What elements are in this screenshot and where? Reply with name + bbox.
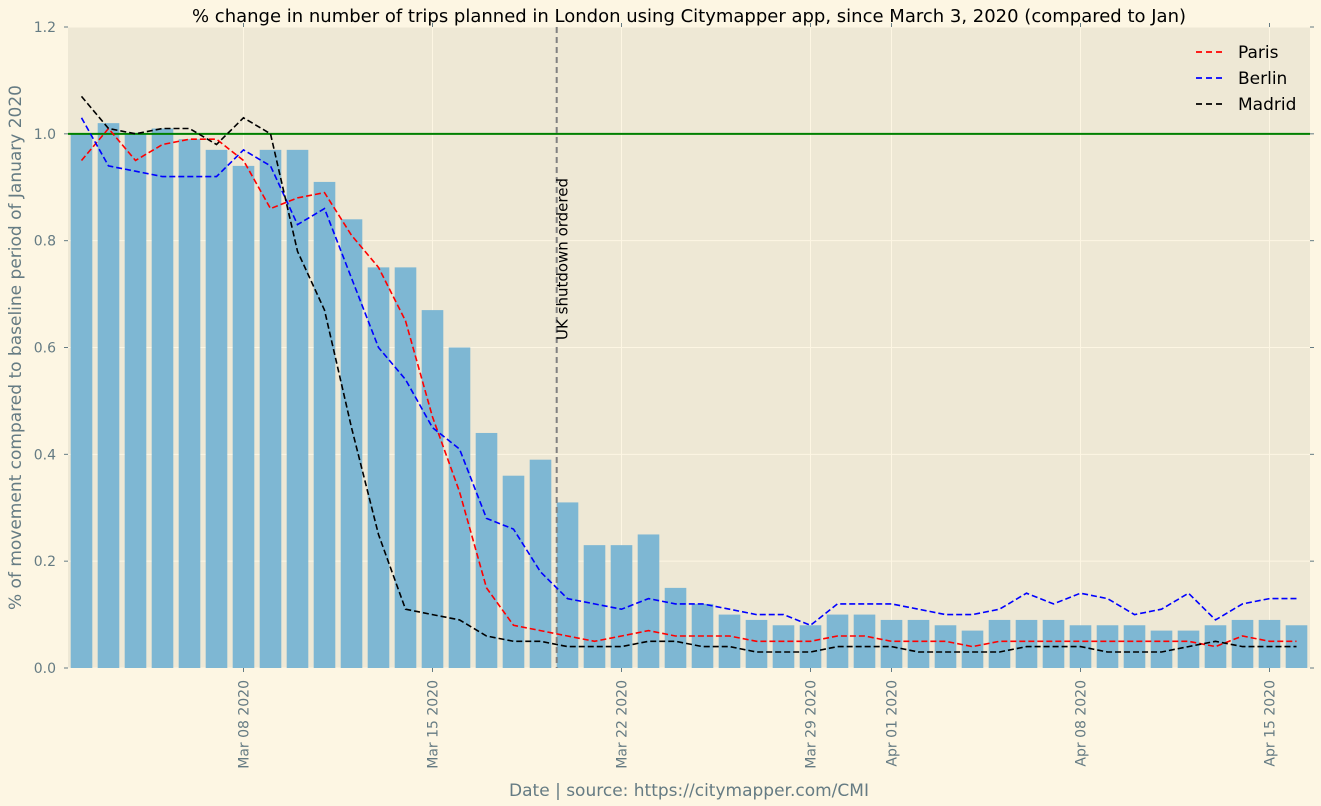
- bar: [394, 267, 417, 668]
- bar: [205, 149, 228, 668]
- bar: [475, 432, 498, 668]
- legend-label: Paris: [1238, 43, 1279, 63]
- bar: [907, 619, 930, 668]
- y-axis-label: % of movement compared to baseline perio…: [6, 85, 26, 610]
- y-tick-label: 0.2: [34, 554, 56, 570]
- bar: [1123, 625, 1146, 668]
- shutdown-annotation: UK shutdown ordered: [554, 178, 572, 340]
- x-tick-label: Apr 15 2020: [1263, 680, 1279, 767]
- series-line-berlin: [80, 117, 1297, 627]
- bar: [853, 614, 876, 668]
- london-bars: [70, 123, 1308, 669]
- bar: [826, 614, 849, 668]
- bar: [1204, 625, 1227, 668]
- x-tick-label: Mar 15 2020: [426, 680, 442, 769]
- bar: [124, 133, 147, 669]
- legend: Paris Berlin Madrid: [1196, 43, 1296, 115]
- bar: [97, 123, 120, 668]
- y-tick-label: 1.0: [34, 127, 56, 143]
- bar: [988, 619, 1011, 668]
- bar: [232, 165, 255, 668]
- bar: [367, 267, 390, 668]
- bar: [610, 545, 633, 668]
- bar: [745, 619, 768, 668]
- series-line-paris: [80, 127, 1297, 648]
- bar: [934, 625, 957, 668]
- bar: [340, 219, 363, 669]
- y-axis-ticks: 0.0 0.2 0.4 0.6 0.8 1.0 1.2: [34, 20, 1314, 677]
- bar: [556, 502, 579, 668]
- bar: [1231, 619, 1254, 668]
- x-axis-label: Date | source: https://citymapper.com/CM…: [509, 781, 869, 801]
- bar: [529, 459, 552, 668]
- bar: [178, 139, 201, 669]
- x-tick-label: Mar 08 2020: [237, 680, 253, 769]
- bar: [1096, 625, 1119, 668]
- chart-title: % change in number of trips planned in L…: [192, 6, 1186, 27]
- x-tick-label: Apr 01 2020: [885, 680, 901, 767]
- bar: [313, 181, 336, 669]
- x-tick-label: Apr 08 2020: [1074, 680, 1090, 767]
- bar: [1042, 619, 1065, 668]
- y-tick-label: 0.4: [34, 447, 56, 463]
- bar: [961, 630, 984, 668]
- x-axis-ticks: Mar 08 2020 Mar 15 2020 Mar 22 2020 Mar 29 …: [237, 23, 1279, 769]
- bar: [1258, 619, 1281, 668]
- series-line-madrid: [80, 95, 1297, 653]
- bar: [151, 128, 174, 668]
- y-tick-label: 0.8: [34, 234, 56, 250]
- bar: [259, 149, 282, 668]
- bar: [70, 133, 93, 669]
- bar: [772, 625, 795, 668]
- bar: [718, 614, 741, 668]
- y-tick-label: 1.2: [34, 20, 56, 36]
- shutdown-marker: UK shutdown ordered: [554, 27, 572, 668]
- bar: [1177, 630, 1200, 668]
- legend-label: Berlin: [1238, 69, 1287, 89]
- x-tick-label: Mar 22 2020: [615, 680, 631, 769]
- bar: [799, 625, 822, 668]
- bar: [583, 545, 606, 668]
- legend-label: Madrid: [1238, 95, 1296, 115]
- bar: [664, 587, 687, 668]
- bar: [637, 534, 660, 668]
- bar: [1150, 630, 1173, 668]
- bar: [1015, 619, 1038, 668]
- x-tick-label: Mar 29 2020: [804, 680, 820, 769]
- bar: [286, 149, 309, 668]
- series-lines: [80, 95, 1297, 653]
- y-tick-label: 0.6: [34, 341, 56, 357]
- bar: [502, 475, 525, 668]
- y-tick-label: 0.0: [34, 661, 56, 677]
- bar: [448, 347, 471, 668]
- bar: [880, 619, 903, 668]
